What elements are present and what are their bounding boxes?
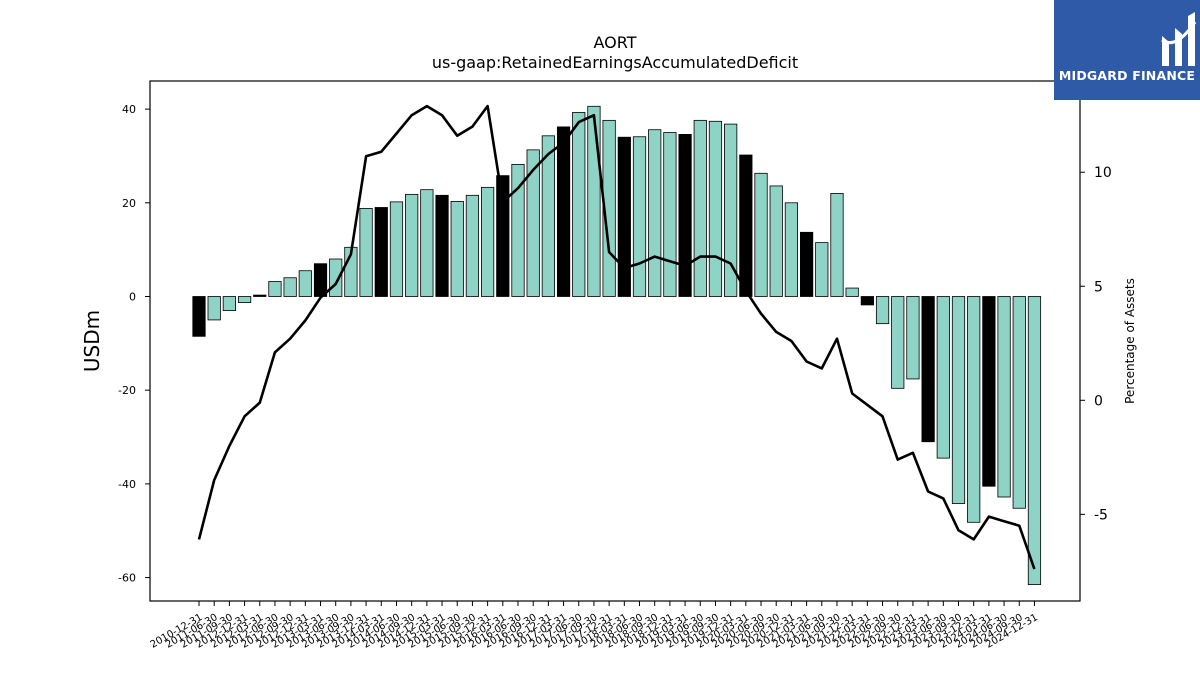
bar: [511, 163, 525, 297]
bar: [830, 193, 844, 297]
bar: [374, 207, 388, 297]
bar: [541, 135, 555, 297]
plot-frame: [149, 80, 1081, 602]
y-tick-label: 20: [122, 197, 136, 210]
bar: [678, 134, 692, 297]
bar: [724, 123, 738, 297]
bar: [800, 231, 814, 297]
bar: [405, 193, 419, 297]
bar: [268, 281, 282, 297]
y-tick-label: -60: [118, 572, 136, 585]
bar: [283, 277, 297, 297]
bar: [663, 132, 677, 297]
bar: [602, 119, 616, 297]
bar: [875, 296, 890, 325]
bar: [526, 149, 540, 297]
bar: [982, 296, 996, 487]
bar: [617, 136, 631, 297]
bar: [207, 296, 221, 321]
bar: [1027, 296, 1042, 586]
y-tick-label: -40: [118, 478, 136, 491]
bar: [222, 296, 236, 311]
bar: [450, 200, 464, 297]
bar: [754, 172, 768, 297]
y-axis-label: USDm: [80, 310, 104, 372]
y2-tick-label: 0: [1094, 393, 1103, 409]
bar: [359, 208, 373, 297]
y-tick-label: 0: [129, 290, 136, 303]
bar: [739, 154, 753, 297]
chart-subtitle: us-gaap:RetainedEarningsAccumulatedDefic…: [432, 53, 798, 72]
bar: [313, 263, 328, 297]
bar: [298, 270, 312, 297]
bar: [891, 296, 905, 389]
chart-title: AORT: [594, 33, 637, 52]
bar: [997, 296, 1011, 498]
bar: [572, 111, 586, 297]
bar: [420, 189, 434, 297]
y2-tick-label: 5: [1094, 279, 1103, 295]
bar: [648, 129, 662, 297]
bar: [237, 296, 252, 303]
bar: [253, 294, 267, 297]
bar: [967, 296, 981, 523]
bar: [936, 296, 950, 459]
bar: [192, 296, 206, 337]
bar: [1012, 296, 1026, 509]
y-tick-label: 40: [122, 103, 136, 116]
bar: [389, 201, 404, 297]
bar: [708, 120, 723, 297]
bar: [587, 105, 601, 297]
bar: [496, 175, 510, 297]
bar: [845, 287, 859, 297]
bar: [921, 296, 935, 443]
bar: [556, 126, 571, 297]
bar: [481, 186, 495, 297]
bar: [693, 119, 707, 297]
bar: [465, 194, 480, 297]
y-tick-label: -20: [118, 384, 136, 397]
bar: [815, 242, 829, 297]
bar: [632, 136, 647, 297]
bar: [435, 194, 449, 297]
line-series-percentage: [197, 104, 1036, 570]
bar: [906, 296, 920, 380]
midgard-logo-icon: [1161, 12, 1197, 66]
bar: [860, 296, 874, 306]
bar: [784, 202, 799, 297]
y2-axis-label: Percentage of Assets: [1123, 278, 1137, 404]
brand-logo: MIDGARD FINANCE: [1054, 0, 1200, 100]
y2-tick-label: -5: [1094, 507, 1108, 523]
brand-logo-text: MIDGARD FINANCE: [1058, 68, 1196, 83]
y2-tick-label: 10: [1094, 165, 1112, 181]
bar: [769, 185, 783, 297]
bar: [951, 296, 966, 504]
